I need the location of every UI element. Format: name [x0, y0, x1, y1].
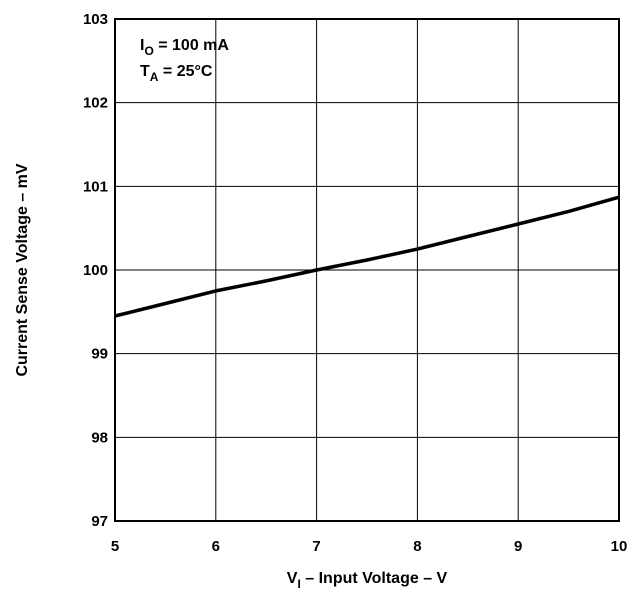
x-tick-label: 10	[611, 538, 628, 555]
y-tick-label: 98	[91, 429, 108, 446]
y-tick-label: 97	[91, 513, 108, 530]
x-tick-label: 5	[111, 538, 119, 555]
y-tick-label: 101	[83, 178, 108, 195]
x-tick-label: 9	[514, 538, 522, 555]
series-line	[114, 195, 620, 318]
y-tick-label: 103	[83, 11, 108, 28]
y-tick-label: 99	[91, 346, 108, 363]
y-tick-label: 102	[83, 95, 108, 112]
plot-frame	[114, 18, 620, 522]
x-tick-labels: 5 6 7 8 9 10	[111, 538, 628, 555]
x-tick-label: 8	[413, 538, 421, 555]
grid	[115, 19, 619, 521]
y-axis-label: Current Sense Voltage – mV	[14, 163, 31, 376]
annotation-ta: TA = 25°C	[140, 63, 213, 84]
y-tick-labels: 97 98 99 100 101 102 103	[83, 11, 108, 530]
x-tick-label: 6	[212, 538, 220, 555]
annotation-io: IO = 100 mA	[140, 37, 229, 58]
x-tick-label: 7	[312, 538, 320, 555]
x-axis-label: VI – Input Voltage – V	[287, 570, 448, 590]
y-tick-label: 100	[83, 262, 108, 279]
